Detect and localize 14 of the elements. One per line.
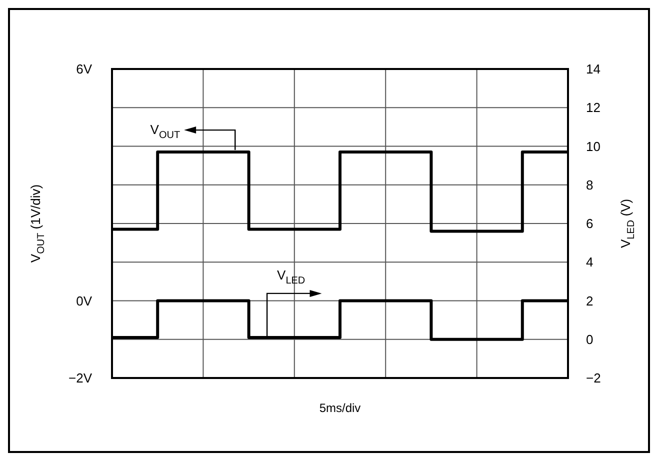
y2-tick-label: 10 xyxy=(586,138,600,154)
y-tick-label: 0V xyxy=(76,293,92,308)
y2-tick-label: 2 xyxy=(586,293,594,308)
y2-tick-label: 12 xyxy=(586,100,600,116)
legend-label: V$_{OUT}$ xyxy=(150,122,180,142)
y2-tick-label: −2 xyxy=(586,370,601,386)
y-tick-label: 6V xyxy=(76,62,92,77)
y2-tick-label: 6 xyxy=(586,216,594,232)
y2-tick-label: 0 xyxy=(586,332,594,347)
y2-tick-label: 14 xyxy=(586,62,600,77)
x-axis-title: 5ms/div xyxy=(319,401,361,415)
y-tick-label: −2V xyxy=(68,370,92,386)
y2-tick-label: 4 xyxy=(586,254,594,270)
y2-tick-label: 8 xyxy=(586,177,594,192)
